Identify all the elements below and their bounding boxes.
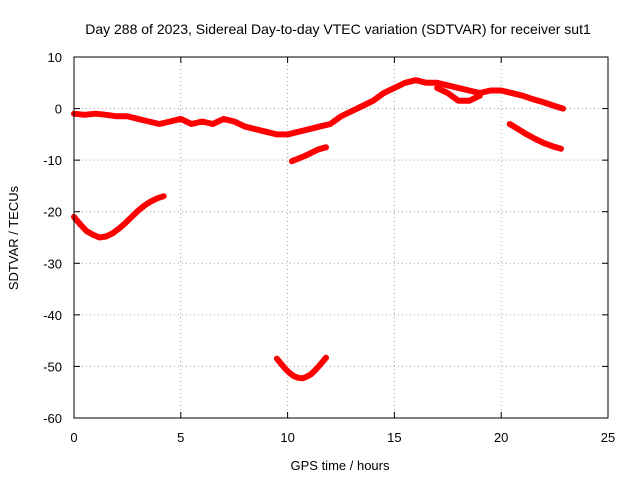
y-tick-label: -10 — [43, 153, 62, 168]
y-tick-label: -30 — [43, 256, 62, 271]
y-axis-label: SDTVAR / TECUs — [6, 185, 21, 290]
series-arc-early — [71, 193, 167, 241]
x-tick-label: 10 — [280, 430, 294, 445]
series-arc-deep — [273, 354, 329, 382]
tick-labels: 0 5 10 15 20 25 10 0 -10 -20 -30 -40 -50 -60 — [43, 50, 615, 445]
data-series — [71, 77, 567, 382]
x-tick-label: 25 — [601, 430, 615, 445]
series-arc-main — [71, 77, 567, 138]
y-tick-label: -50 — [43, 359, 62, 374]
y-tick-label: 0 — [55, 102, 62, 117]
series-arc-dip — [434, 84, 483, 104]
y-tick-label: -60 — [43, 411, 62, 426]
y-tick-label: 10 — [48, 50, 62, 65]
x-tick-label: 0 — [70, 430, 77, 445]
x-axis-label: GPS time / hours — [291, 458, 390, 473]
axis-ticks — [73, 56, 609, 419]
chart-title: Day 288 of 2023, Sidereal Day-to-day VTE… — [85, 21, 591, 37]
x-tick-label: 20 — [494, 430, 508, 445]
y-tick-label: -40 — [43, 308, 62, 323]
x-tick-label: 5 — [177, 430, 184, 445]
series-arc-late — [506, 121, 564, 152]
series-arc-mid — [288, 144, 329, 165]
grid-lines — [74, 57, 608, 418]
x-tick-label: 15 — [387, 430, 401, 445]
y-tick-label: -20 — [43, 205, 62, 220]
plot-frame — [73, 56, 609, 419]
